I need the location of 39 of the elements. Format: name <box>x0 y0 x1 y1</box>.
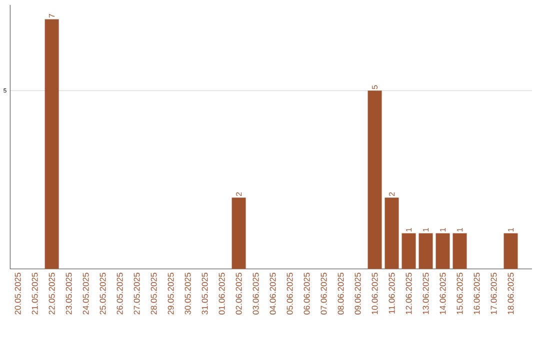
x-tick-label: 31.05.2025 <box>202 272 208 315</box>
x-tick-label: 23.05.2025 <box>66 272 72 314</box>
x-tick-label: 07.06.2025 <box>320 272 327 315</box>
x-tick-label: 04.06.2025 <box>270 272 276 315</box>
x-tick-label: 02.06.2025 <box>236 272 242 315</box>
x-tick-label: 25.05.2025 <box>100 272 106 314</box>
bar <box>418 233 433 269</box>
x-tick-label: 13.06.2025 <box>422 272 429 314</box>
bar <box>384 198 399 269</box>
x-tick-label: 03.06.2025 <box>252 272 259 315</box>
x-tick-label: 18.06.2025 <box>508 272 514 314</box>
x-tick-label: 15.06.2025 <box>456 272 463 314</box>
bar <box>44 19 59 269</box>
x-tick-label: 05.06.2025 <box>286 272 293 315</box>
x-tick-label: 16.06.2025 <box>474 272 480 314</box>
bar <box>232 198 246 269</box>
x-tick-label: 24.05.2025 <box>82 272 89 314</box>
bar <box>368 90 382 269</box>
x-tick-label: 20.05.2025 <box>14 272 21 314</box>
x-tick-label: 28.05.2025 <box>150 272 157 314</box>
bar <box>504 233 518 269</box>
bar <box>402 233 416 269</box>
bar <box>436 233 450 269</box>
x-tick-label: 12.06.2025 <box>406 272 412 314</box>
x-tick-label: 14.06.2025 <box>440 272 446 314</box>
x-tick-label: 06.06.2025 <box>304 272 310 315</box>
x-tick-label: 11.06.2025 <box>388 272 395 314</box>
x-tick-label: 17.06.2025 <box>490 272 497 314</box>
x-tick-label: 26.05.2025 <box>116 272 123 314</box>
x-tick-label: 09.06.2025 <box>354 272 361 315</box>
x-tick-label: 30.05.2025 <box>184 272 191 315</box>
x-tick-label: 01.06.2025 <box>218 272 225 315</box>
x-tick-label: 21.05.2025 <box>32 272 38 314</box>
x-tick-label: 27.05.2025 <box>134 272 140 314</box>
x-tick-label: 29.05.2025 <box>168 272 174 314</box>
x-tick-label: 22.05.2025 <box>48 272 55 314</box>
x-tick-label: 10.06.2025 <box>372 272 378 314</box>
x-tick-label: 08.06.2025 <box>338 272 344 315</box>
bar <box>452 233 467 269</box>
